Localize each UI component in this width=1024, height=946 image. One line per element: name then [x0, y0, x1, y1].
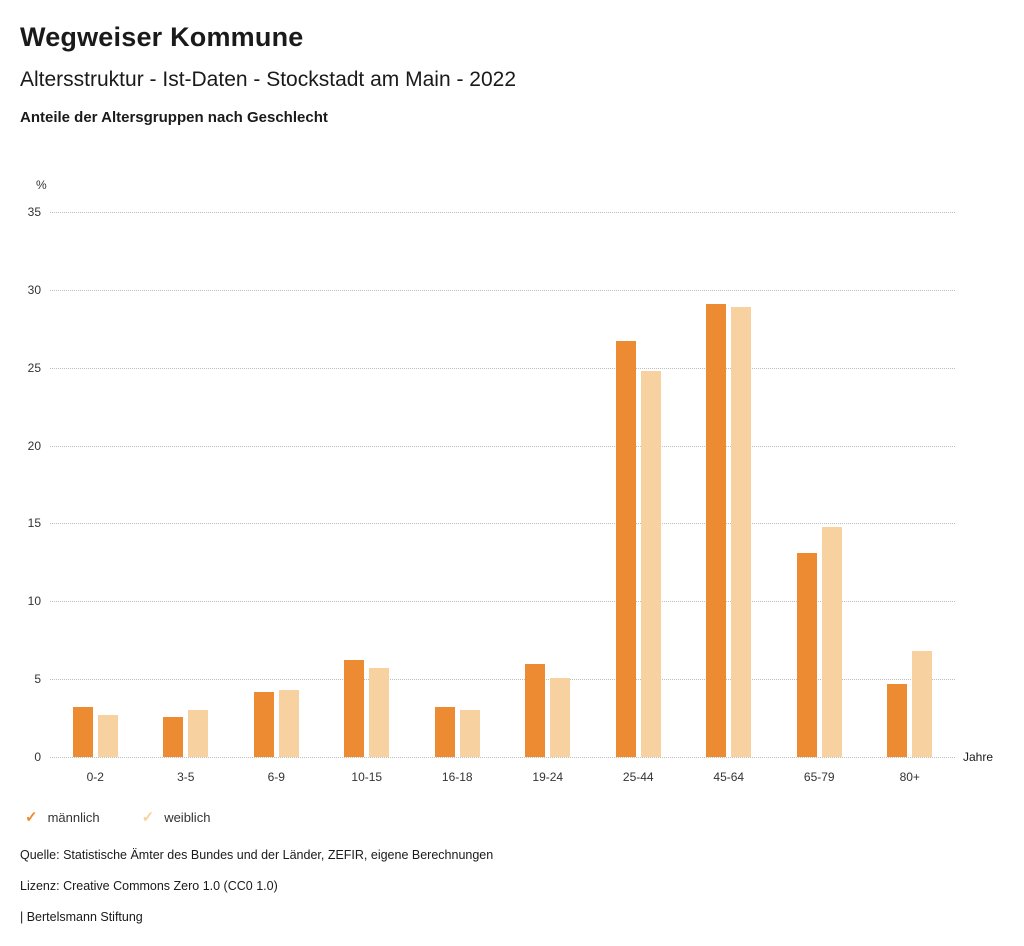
y-tick-label-0: 0	[34, 750, 41, 764]
x-tick-label-19-24: 19-24	[532, 770, 564, 784]
gridline-0	[50, 757, 955, 758]
bar-weiblich-19-24	[550, 677, 571, 757]
check-icon: ✓	[141, 809, 155, 826]
x-tick-label-45-64: 45-64	[713, 770, 745, 784]
x-tick-label-6-9: 6-9	[267, 770, 285, 784]
bar-männlich-25-44	[615, 341, 636, 757]
gridline-5	[50, 679, 955, 681]
bar-männlich-65-79	[796, 553, 817, 757]
bar-weiblich-25-44	[640, 370, 661, 757]
y-tick-label-35: 35	[27, 205, 41, 219]
license-note: Lizenz: Creative Commons Zero 1.0 (CC0 1…	[20, 879, 278, 893]
attribution-note: | Bertelsmann Stiftung	[20, 910, 143, 924]
bar-männlich-3-5	[163, 716, 184, 757]
gridline-30	[50, 289, 955, 291]
y-axis-unit-label: %	[36, 178, 47, 192]
bar-weiblich-3-5	[188, 710, 209, 757]
y-tick-label-20: 20	[27, 438, 41, 453]
page-title: Wegweiser Kommune	[20, 22, 304, 52]
bar-männlich-80+	[887, 683, 908, 757]
legend-item-label: männlich	[47, 810, 100, 825]
bar-weiblich-0-2	[97, 714, 118, 757]
check-icon: ✓	[25, 809, 38, 826]
gridline-25	[50, 367, 955, 369]
y-tick-label-25: 25	[27, 360, 41, 375]
y-tick-label-15: 15	[27, 516, 41, 531]
bar-weiblich-6-9	[278, 690, 299, 757]
y-tick-label-30: 30	[27, 282, 41, 297]
x-tick-label-65-79: 65-79	[803, 770, 835, 784]
bar-männlich-19-24	[525, 663, 546, 757]
chart-footer: Quelle: Statistische Ämter des Bundes un…	[20, 849, 1004, 924]
bar-weiblich-45-64	[731, 307, 752, 757]
chart-subsubtitle: Anteile der Altersgruppen nach Geschlech…	[20, 109, 328, 126]
chart-subtitle: Altersstruktur - Ist-Daten - Stockstadt …	[20, 68, 517, 91]
x-tick-label-3-5: 3-5	[177, 770, 195, 784]
bar-weiblich-10-15	[369, 668, 390, 757]
gridline-10	[50, 601, 955, 603]
y-tick-label-10: 10	[27, 594, 41, 609]
y-tick-label-5: 5	[34, 672, 41, 687]
gridline-20	[50, 445, 955, 447]
x-tick-label-25-44: 25-44	[622, 770, 654, 784]
x-tick-label-16-18: 16-18	[441, 770, 473, 784]
x-tick-label-0-2: 0-2	[86, 770, 104, 784]
x-axis-label: Jahre	[963, 750, 994, 764]
bar-chart: % Jahre 0 5 10 15 20 25 30 35 0-2 3-5 6-9 10-15 16-1…	[20, 178, 1004, 784]
gridline-15	[50, 523, 955, 525]
legend-item-männlich[interactable]: ✓ männlich	[25, 810, 100, 825]
x-tick-label-10-15: 10-15	[351, 770, 383, 784]
bar-männlich-6-9	[253, 691, 274, 757]
chart-legend: ✓ männlich ✓ weiblich	[25, 810, 1004, 825]
bar-weiblich-65-79	[821, 526, 842, 757]
gridline-35	[50, 212, 955, 213]
bar-weiblich-80+	[912, 651, 933, 757]
chart-page: Wegweiser Kommune Altersstruktur - Ist-D…	[20, 22, 1004, 924]
bar-männlich-0-2	[72, 707, 93, 757]
legend-item-weiblich[interactable]: ✓ weiblich	[142, 810, 211, 825]
bar-männlich-10-15	[344, 660, 365, 757]
bar-männlich-45-64	[706, 303, 727, 757]
bar-männlich-16-18	[434, 707, 455, 757]
plot-area: Jahre 0 5 10 15 20 25 30 35 0-2 3-5 6-9 10-15 16-18 1…	[28, 206, 993, 784]
source-note: Quelle: Statistische Ämter des Bundes un…	[20, 848, 494, 862]
legend-item-label: weiblich	[164, 810, 211, 825]
bar-weiblich-16-18	[459, 710, 480, 757]
x-tick-label-80+: 80+	[899, 770, 920, 784]
